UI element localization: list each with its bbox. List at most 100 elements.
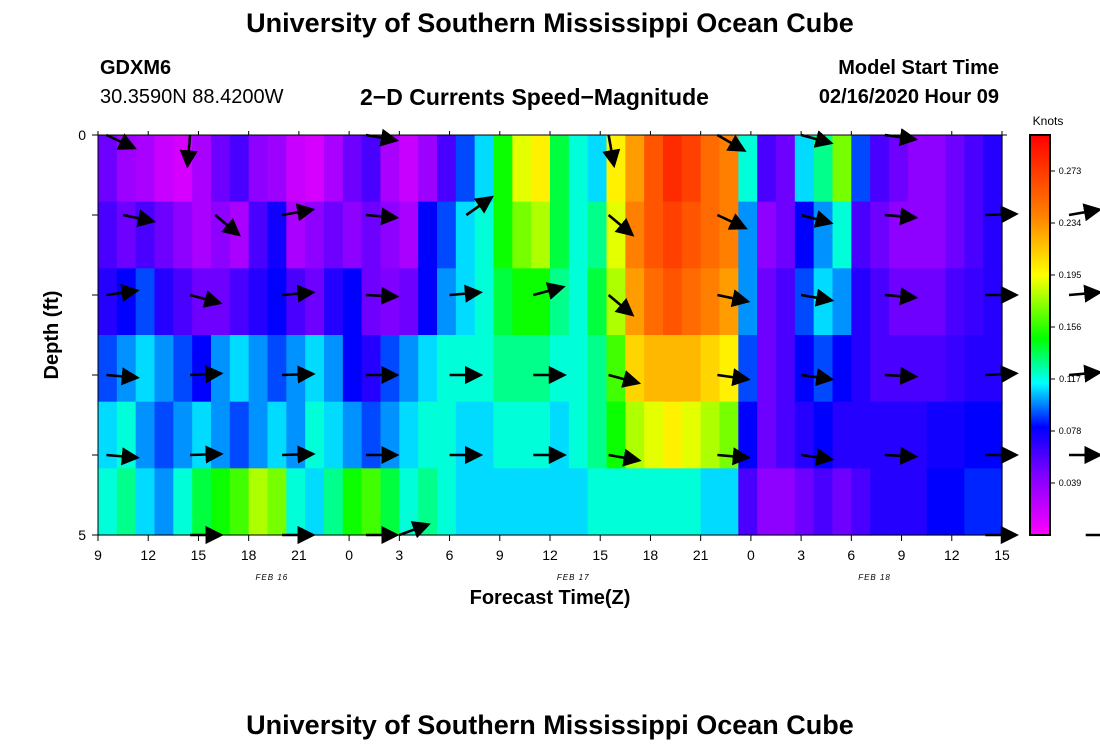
heatmap-cell bbox=[286, 135, 306, 203]
heatmap-cell bbox=[832, 201, 852, 269]
heatmap-cell bbox=[738, 135, 758, 203]
heatmap-cell bbox=[700, 468, 721, 536]
heatmap-cell bbox=[531, 201, 551, 269]
heatmap-cell bbox=[794, 135, 815, 203]
heatmap-cell bbox=[738, 468, 758, 536]
x-tick-label: 21 bbox=[291, 547, 307, 563]
heatmap-cell bbox=[550, 201, 570, 269]
heatmap-cell bbox=[550, 268, 570, 336]
heatmap-cell bbox=[437, 135, 457, 203]
heatmap-cell bbox=[813, 468, 834, 536]
heatmap-cell bbox=[625, 268, 645, 336]
heatmap-cell bbox=[324, 468, 344, 536]
heatmap-cell bbox=[305, 335, 325, 403]
heatmap-cell bbox=[154, 268, 174, 336]
page-title-bottom: University of Southern Mississippi Ocean… bbox=[246, 710, 854, 740]
heatmap-cell bbox=[964, 401, 984, 469]
heatmap-cell bbox=[587, 268, 608, 336]
heatmap-cell bbox=[606, 401, 626, 469]
current-vector bbox=[717, 289, 751, 308]
current-vector bbox=[716, 133, 747, 152]
current-vector bbox=[608, 370, 642, 388]
heatmap-cell bbox=[926, 335, 947, 403]
heatmap-cell bbox=[474, 468, 495, 536]
heatmap-cell bbox=[964, 135, 984, 203]
heatmap-cell bbox=[531, 335, 551, 403]
heatmap-cell bbox=[719, 401, 739, 469]
heatmap-cell bbox=[983, 201, 1003, 269]
heatmap-cell bbox=[776, 135, 796, 203]
heatmap-cell bbox=[305, 468, 325, 536]
colorbar-tick-label: 0.234 bbox=[1059, 218, 1082, 228]
heatmap-cell bbox=[776, 335, 796, 403]
station-id: GDXM6 bbox=[100, 57, 172, 79]
y-tick-label: 0 bbox=[78, 127, 86, 143]
heatmap-cell bbox=[625, 468, 645, 536]
heatmap-cell bbox=[267, 135, 287, 203]
heatmap-cell bbox=[342, 135, 363, 203]
current-vector bbox=[282, 445, 316, 464]
heatmap-cell bbox=[135, 401, 156, 469]
heatmap-cell bbox=[945, 201, 965, 269]
current-vector bbox=[800, 288, 835, 307]
heatmap-cell bbox=[229, 268, 250, 336]
heatmap-cell bbox=[98, 401, 118, 469]
heatmap-cell bbox=[342, 201, 363, 269]
heatmap-cell bbox=[493, 468, 513, 536]
heatmap-cell bbox=[418, 401, 438, 469]
heatmap-cell bbox=[889, 335, 909, 403]
heatmap-cell bbox=[192, 201, 212, 269]
heatmap-cell bbox=[832, 468, 852, 536]
heatmap-cell bbox=[625, 201, 645, 269]
x-tick-label: 0 bbox=[747, 547, 755, 563]
heatmap-cell bbox=[248, 201, 269, 269]
x-tick-label: 3 bbox=[797, 547, 805, 563]
heatmap-cell bbox=[945, 335, 965, 403]
date-label: FEB 18 bbox=[858, 573, 891, 582]
heatmap-cell bbox=[681, 201, 702, 269]
heatmap-cell bbox=[361, 201, 382, 269]
heatmap-cell bbox=[192, 135, 212, 203]
heatmap-cell bbox=[211, 201, 231, 269]
current-vector bbox=[281, 284, 316, 303]
heatmap-cell bbox=[154, 468, 174, 536]
model-start-label: Model Start Time bbox=[838, 57, 999, 79]
heatmap-cell bbox=[851, 335, 871, 403]
heatmap-cell bbox=[926, 201, 947, 269]
heatmap-cell bbox=[98, 268, 118, 336]
heatmap-cell bbox=[681, 401, 702, 469]
current-vector bbox=[365, 286, 400, 305]
heatmap-cell bbox=[926, 401, 947, 469]
colorbar-tick-label: 0.078 bbox=[1059, 426, 1082, 436]
heatmap-cell bbox=[889, 268, 909, 336]
heatmap-cell bbox=[154, 135, 174, 203]
y-tick-label: 5 bbox=[78, 527, 86, 543]
current-vector bbox=[884, 446, 919, 465]
model-start-value: 02/16/2020 Hour 09 bbox=[818, 86, 999, 108]
heatmap-cell bbox=[757, 468, 777, 536]
heatmap-cell bbox=[700, 201, 721, 269]
heatmap-cell bbox=[945, 268, 965, 336]
heatmap-cell bbox=[399, 268, 419, 336]
current-vector bbox=[884, 207, 919, 226]
heatmap-cell bbox=[512, 468, 532, 536]
heatmap-cell bbox=[889, 135, 909, 203]
heatmap-cell bbox=[399, 468, 419, 536]
heatmap-cell bbox=[587, 468, 608, 536]
heatmap-cell bbox=[380, 335, 400, 403]
colorbar-tick-label: 0.195 bbox=[1059, 270, 1082, 280]
heatmap-cell bbox=[248, 468, 269, 536]
current-vector bbox=[800, 448, 835, 467]
heatmap-cell bbox=[926, 268, 947, 336]
x-tick-label: 3 bbox=[395, 547, 403, 563]
heatmap-cell bbox=[907, 335, 928, 403]
heatmap-cell bbox=[794, 335, 815, 403]
heatmap-cell bbox=[738, 268, 758, 336]
heatmap-cell bbox=[964, 468, 984, 536]
heatmap-cell bbox=[983, 135, 1003, 203]
heatmap-cell bbox=[851, 268, 871, 336]
heatmap-cell bbox=[794, 468, 815, 536]
heatmap-cell bbox=[116, 268, 137, 336]
heatmap-cell bbox=[531, 401, 551, 469]
